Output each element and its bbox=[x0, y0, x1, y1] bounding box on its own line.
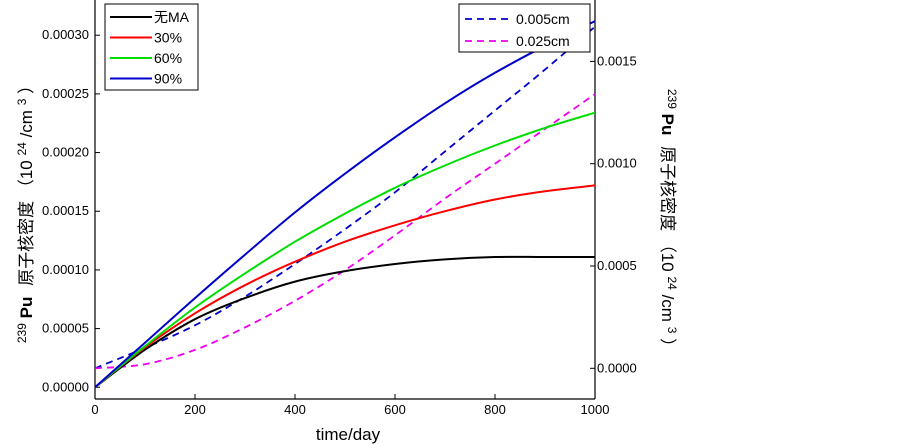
series-group bbox=[94, 20, 596, 389]
y-right-label-element: Pu bbox=[658, 114, 677, 136]
y-left-tick-label: 0.00030 bbox=[42, 27, 89, 42]
x-ticks: 0 200 400 600 800 1000 bbox=[91, 394, 609, 417]
legend-left-label: 90% bbox=[154, 71, 182, 87]
y-left-tick-label: 0.00025 bbox=[42, 86, 89, 101]
legend-right-label: 0.025cm bbox=[516, 33, 570, 49]
series-line-0.025cm bbox=[94, 93, 596, 370]
x-tick-label: 200 bbox=[184, 402, 206, 417]
series-line-0.005cm bbox=[94, 25, 596, 370]
y-right-label-unit-tail: /cm bbox=[658, 295, 677, 322]
y-right-ticks: 0.0000 0.0005 0.0010 0.0015 bbox=[590, 53, 637, 375]
y-left-label-unit: （10 bbox=[17, 160, 36, 196]
y-left-label-unit-tail: /cm bbox=[17, 110, 36, 137]
x-tick-label: 0 bbox=[91, 402, 98, 417]
x-tick-label: 800 bbox=[484, 402, 506, 417]
y-left-tick-label: 0.00005 bbox=[42, 321, 89, 336]
series-line-90% bbox=[94, 20, 596, 389]
y-left-ticks: 0.00000 0.00005 0.00010 0.00015 0.00020 0.000… bbox=[42, 27, 100, 394]
legend-right-box bbox=[458, 3, 591, 53]
y-right-label-prefix: 239 bbox=[665, 89, 679, 109]
y-left-label-unit-close: ） bbox=[17, 77, 36, 94]
y-left-tick-label: 0.00020 bbox=[42, 145, 89, 160]
y-right-label-unit: （10 bbox=[658, 236, 677, 272]
series-line-60% bbox=[94, 111, 596, 389]
y-right-tick-label: 0.0010 bbox=[597, 156, 637, 171]
y-left-axis-title: 239 Pu 原子核密度 （10 24 /cm 3 ） bbox=[11, 77, 36, 343]
y-right-label-chinese: 原子核密度 bbox=[658, 146, 677, 231]
y-right-tick-label: 0.0015 bbox=[597, 53, 637, 68]
x-tick-label: 400 bbox=[284, 402, 306, 417]
legend-left-label: 60% bbox=[154, 50, 182, 66]
y-right-tick-label: 0.0000 bbox=[597, 360, 637, 375]
legend-right-items: 0.005cm 0.025cm bbox=[465, 11, 570, 49]
y-left-label-chinese: 原子核密度 bbox=[17, 201, 36, 286]
legend-left-items: 无MA 30% 60% 90% bbox=[110, 9, 190, 87]
series-line-无MA bbox=[94, 255, 595, 389]
x-axis-title: time/day bbox=[316, 425, 381, 444]
legend-left-label: 无MA bbox=[154, 9, 190, 25]
y-left-tick-label: 0.00010 bbox=[42, 262, 89, 277]
y-left-label-unit-sup2: 3 bbox=[15, 98, 29, 105]
legend-left: 无MA 30% 60% 90% bbox=[104, 3, 199, 91]
legend-left-label: 30% bbox=[154, 30, 182, 46]
y-right-label-unit-close: ） bbox=[658, 338, 677, 355]
y-right-tick-label: 0.0005 bbox=[597, 258, 637, 273]
legend-right: 0.005cm 0.025cm bbox=[458, 3, 591, 53]
y-left-label-element: Pu bbox=[17, 297, 36, 319]
y-right-axis-title: 239 Pu 原子核密度 （10 24 /cm 3 ） bbox=[658, 89, 683, 355]
y-right-label-unit-sup: 24 bbox=[665, 276, 679, 290]
y-left-tick-label: 0.00015 bbox=[42, 203, 89, 218]
x-tick-label: 600 bbox=[384, 402, 406, 417]
y-left-label-prefix: 239 bbox=[15, 323, 29, 343]
series-line-30% bbox=[94, 184, 596, 389]
y-left-tick-label: 0.00000 bbox=[42, 379, 89, 394]
y-right-label-unit-sup2: 3 bbox=[665, 327, 679, 334]
legend-right-label: 0.005cm bbox=[516, 11, 570, 27]
x-tick-label: 1000 bbox=[581, 402, 610, 417]
plot-frame bbox=[94, 0, 596, 400]
y-left-label-unit-sup: 24 bbox=[15, 142, 29, 156]
legend-left-box bbox=[104, 3, 199, 91]
